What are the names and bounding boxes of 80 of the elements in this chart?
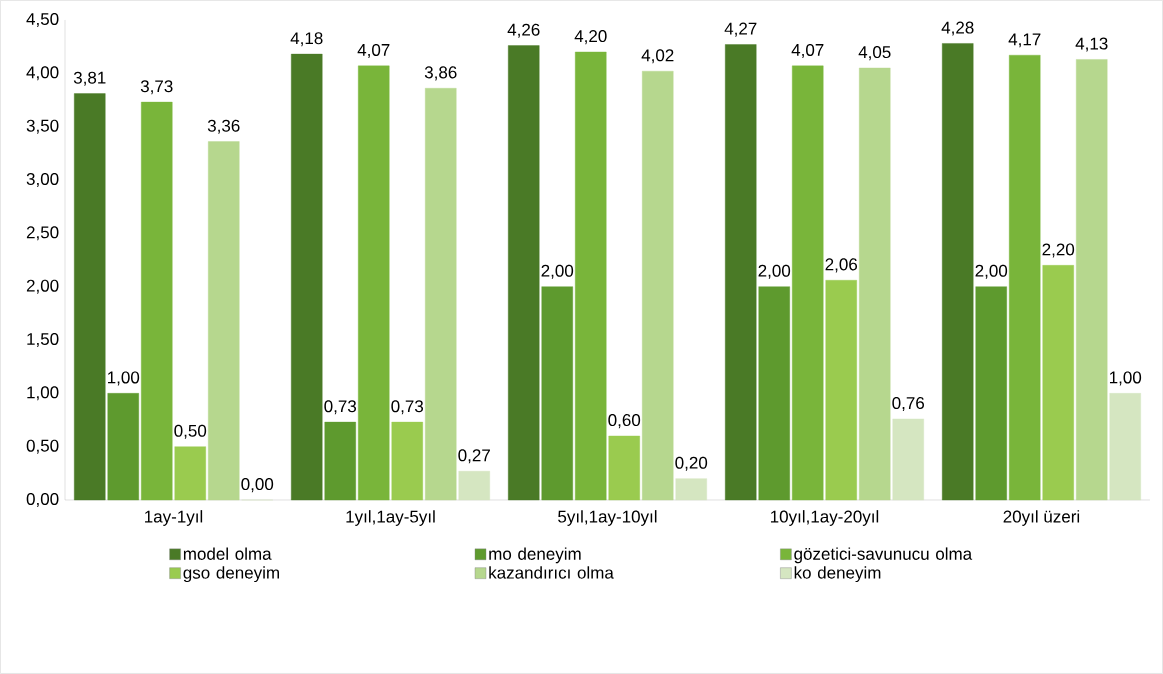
data-label: 3,73 bbox=[140, 80, 173, 95]
bar bbox=[725, 44, 757, 501]
bar bbox=[541, 286, 573, 501]
x-tick-label: 20yıl üzeri bbox=[1003, 510, 1080, 526]
data-label: 3,86 bbox=[424, 66, 457, 81]
y-tick-label: 1,50 bbox=[27, 332, 59, 348]
bar bbox=[859, 67, 891, 501]
bar bbox=[208, 141, 240, 501]
legend-label: model olma bbox=[183, 547, 272, 560]
data-label: 2,06 bbox=[825, 258, 858, 273]
y-tick-label: 4,50 bbox=[26, 12, 59, 28]
y-tick-label: 2,50 bbox=[26, 226, 59, 241]
bar bbox=[608, 435, 640, 501]
bar bbox=[391, 421, 423, 501]
data-label: 4,18 bbox=[290, 32, 323, 47]
bar bbox=[792, 65, 824, 501]
bar bbox=[575, 51, 607, 501]
bar bbox=[358, 65, 390, 501]
data-label: 0,60 bbox=[608, 414, 641, 429]
bar bbox=[942, 43, 974, 501]
bar bbox=[1009, 54, 1041, 501]
legend-label: kazandırıcı olma bbox=[489, 566, 614, 579]
data-label: 0,73 bbox=[324, 400, 357, 415]
data-label: 4,13 bbox=[1075, 37, 1108, 52]
bar bbox=[1042, 265, 1074, 501]
bar bbox=[1076, 59, 1108, 501]
bar bbox=[975, 286, 1007, 501]
data-label: 1,00 bbox=[108, 371, 140, 386]
x-tick-label: 10yıl,1ay-20yıl bbox=[770, 510, 879, 526]
bar bbox=[107, 393, 139, 501]
bar bbox=[825, 280, 857, 501]
data-label: 4,27 bbox=[724, 22, 757, 37]
data-label: 0,27 bbox=[458, 449, 490, 464]
bar bbox=[642, 70, 674, 501]
legend-label: mo deneyim bbox=[489, 547, 581, 564]
legend-label: gso deneyim bbox=[183, 566, 279, 583]
bar bbox=[74, 93, 106, 501]
data-label: 2,00 bbox=[541, 264, 574, 279]
x-tick-label: 1ay-1yıl bbox=[145, 510, 203, 526]
data-label: 4,28 bbox=[941, 21, 974, 36]
data-label: 2,00 bbox=[758, 264, 791, 279]
data-label: 0,76 bbox=[892, 397, 925, 412]
bar bbox=[758, 286, 790, 501]
data-label: 3,36 bbox=[207, 119, 240, 134]
data-label: 4,26 bbox=[507, 23, 540, 38]
y-tick-label: 3,00 bbox=[26, 172, 59, 188]
bar bbox=[1109, 393, 1141, 501]
y-tick-label: 2,00 bbox=[26, 279, 59, 294]
data-label: 2,20 bbox=[1042, 243, 1075, 258]
data-label: 4,07 bbox=[791, 43, 824, 58]
data-label: 1,00 bbox=[1109, 371, 1142, 386]
data-label: 2,00 bbox=[975, 264, 1008, 279]
x-tick-label: 1yıl,1ay-5yıl bbox=[346, 510, 435, 526]
y-tick-label: 0,00 bbox=[26, 492, 59, 508]
data-label: 4,02 bbox=[641, 49, 674, 64]
data-label: 4,17 bbox=[1008, 33, 1041, 48]
bar bbox=[508, 45, 540, 501]
bar bbox=[291, 53, 323, 501]
x-tick-label: 5yıl,1ay-10yıl bbox=[558, 510, 657, 526]
data-label: 4,05 bbox=[858, 46, 891, 61]
legend-label: ko deneyim bbox=[794, 566, 881, 583]
data-label: 0,00 bbox=[241, 478, 274, 493]
bar bbox=[892, 418, 924, 501]
bar bbox=[141, 101, 173, 501]
bar bbox=[324, 421, 356, 501]
y-tick-label: 4,00 bbox=[26, 66, 59, 81]
legend-label: gözetici-savunucu olma bbox=[794, 547, 973, 564]
bar bbox=[675, 478, 707, 501]
data-label: 4,20 bbox=[574, 30, 607, 45]
bar bbox=[425, 88, 457, 501]
bar bbox=[458, 470, 490, 501]
y-tick-label: 1,00 bbox=[27, 386, 59, 401]
y-tick-label: 3,50 bbox=[26, 119, 59, 134]
data-label: 4,07 bbox=[357, 43, 390, 58]
data-label: 0,73 bbox=[391, 400, 424, 415]
bar bbox=[174, 446, 206, 501]
data-label: 0,20 bbox=[675, 456, 708, 471]
data-label: 0,50 bbox=[174, 424, 207, 439]
y-tick-label: 0,50 bbox=[26, 439, 59, 454]
data-label: 3,81 bbox=[73, 71, 106, 86]
